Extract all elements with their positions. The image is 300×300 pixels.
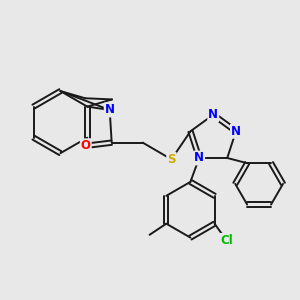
- Text: O: O: [81, 139, 91, 152]
- Text: S: S: [167, 153, 176, 166]
- Text: N: N: [194, 152, 204, 164]
- Text: N: N: [208, 108, 218, 121]
- Text: N: N: [231, 125, 241, 138]
- Text: N: N: [105, 103, 115, 116]
- Text: Cl: Cl: [220, 234, 233, 247]
